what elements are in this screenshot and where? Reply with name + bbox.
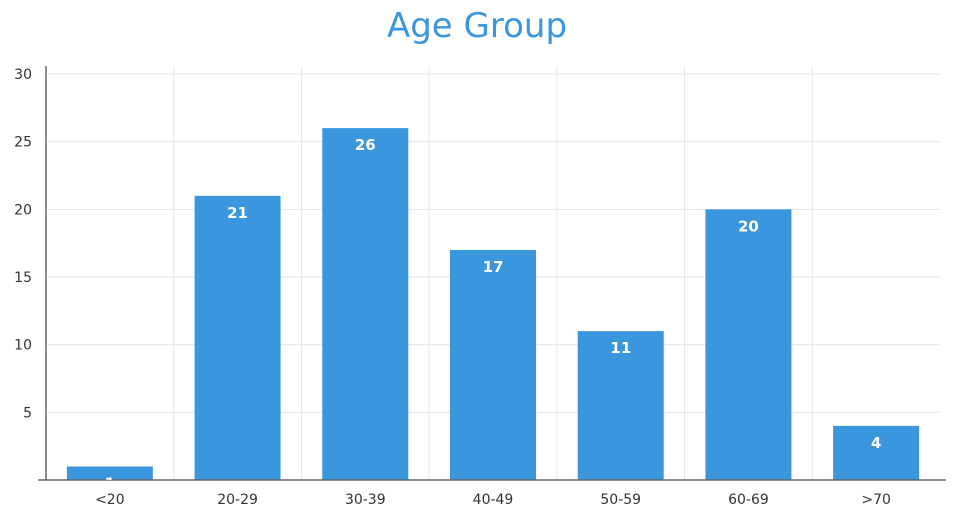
data-label: 17 bbox=[483, 258, 504, 276]
y-tick-label: 15 bbox=[14, 270, 32, 286]
y-tick-label: 30 bbox=[14, 67, 32, 83]
bar bbox=[833, 425, 920, 480]
bar bbox=[450, 249, 536, 480]
x-tick-label: 60-69 bbox=[728, 492, 769, 508]
y-tick-label: 20 bbox=[14, 202, 32, 218]
data-label: 11 bbox=[610, 339, 631, 357]
x-tick-labels: <20 20-29 30-39 40-49 50-59 60-69 >70 bbox=[95, 492, 891, 508]
x-tick-label: 20-29 bbox=[217, 492, 258, 508]
data-label: 20 bbox=[738, 217, 759, 235]
y-tick-label: 5 bbox=[23, 405, 32, 421]
bar bbox=[577, 331, 664, 480]
data-label: 1 bbox=[105, 474, 115, 492]
chart-title: Age Group bbox=[386, 6, 568, 46]
axes bbox=[38, 66, 946, 481]
bar bbox=[194, 195, 281, 481]
data-labels: 1 21 26 17 11 20 4 bbox=[105, 136, 882, 492]
data-label: 21 bbox=[227, 204, 248, 222]
data-label: 26 bbox=[355, 136, 376, 154]
y-tick-labels: 5 10 15 20 25 30 bbox=[14, 67, 32, 421]
x-tick-label: 40-49 bbox=[473, 492, 514, 508]
y-tick-label: 10 bbox=[14, 338, 32, 354]
x-tick-label: 50-59 bbox=[600, 492, 641, 508]
bars bbox=[66, 128, 920, 481]
y-tick-label: 25 bbox=[14, 135, 32, 151]
bar bbox=[66, 466, 153, 480]
x-tick-label: 30-39 bbox=[345, 492, 386, 508]
bar bbox=[705, 209, 792, 481]
x-tick-label: >70 bbox=[861, 492, 891, 508]
x-tick-label: <20 bbox=[95, 492, 125, 508]
data-label: 4 bbox=[871, 434, 881, 452]
bar bbox=[322, 128, 409, 480]
